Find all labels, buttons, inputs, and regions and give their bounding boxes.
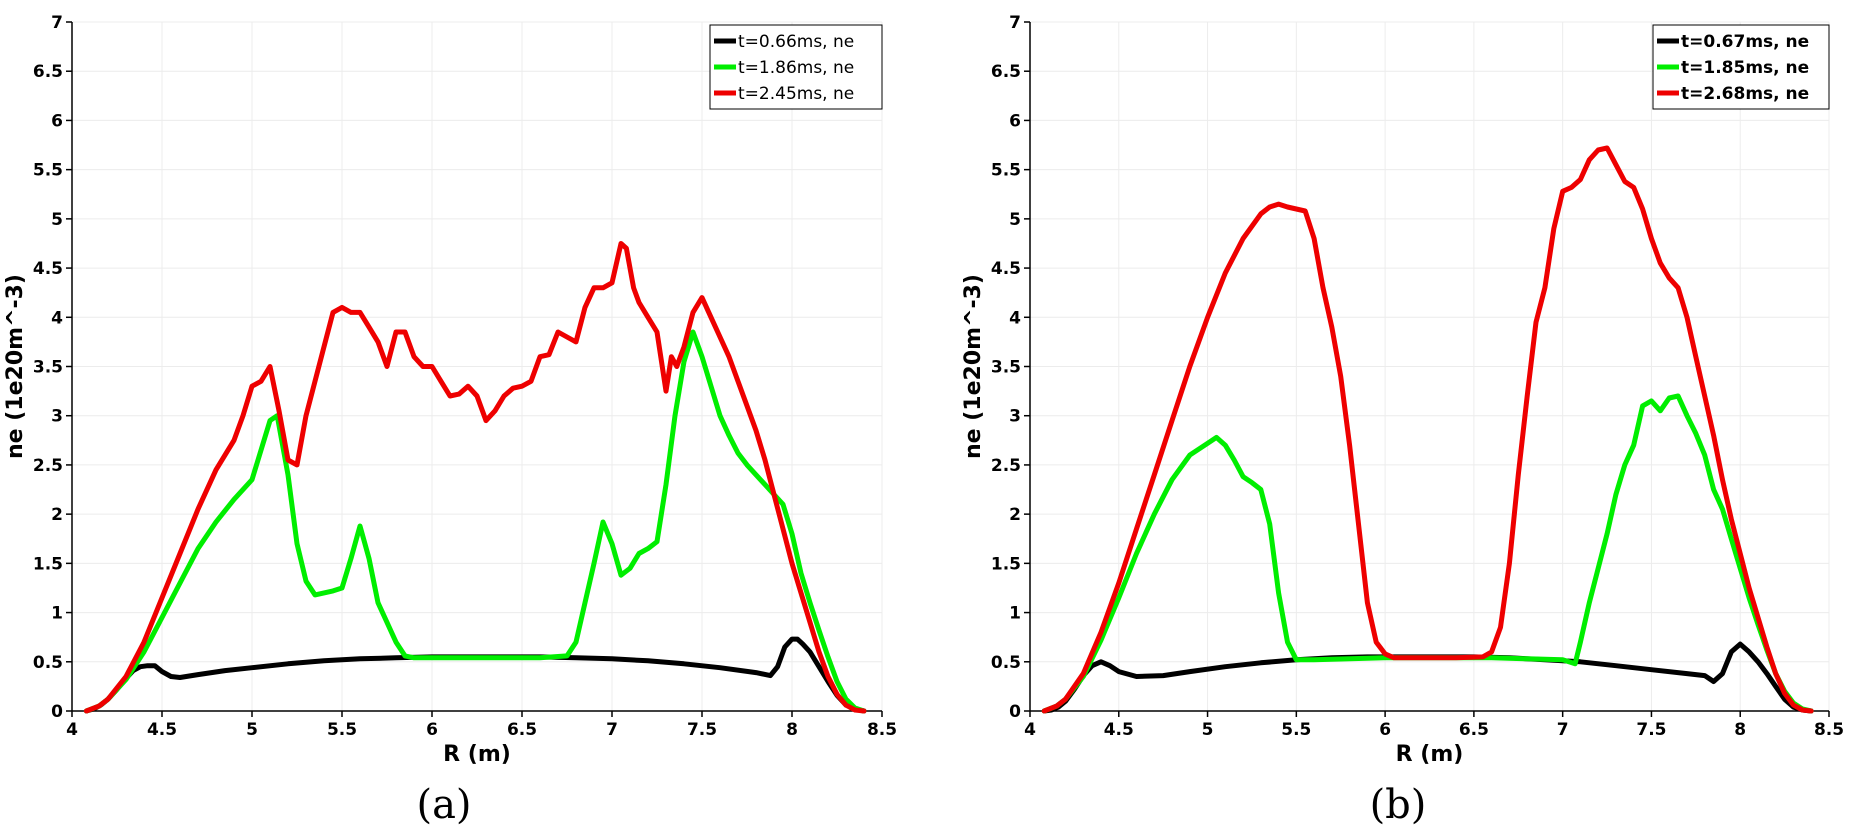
y-tick-label: 4.5: [991, 259, 1021, 279]
y-tick-label: 0: [1009, 702, 1021, 722]
legend-b: t=0.67ms, ne t=1.85ms, ne t=2.68ms, ne: [1652, 24, 1830, 110]
x-tick-labels-a: 4 4.5 5 5.5 6 6.5 7 7.5 8 8.5: [66, 711, 897, 740]
grid-lines-b: [1029, 21, 1830, 712]
grid-lines-a: [71, 21, 883, 712]
y-tick-label: 1.5: [33, 554, 63, 574]
y-tick-label: 2: [1009, 505, 1021, 525]
y-tick-label: 0.5: [33, 653, 63, 673]
y-tick-label: 4: [51, 308, 63, 328]
legend-entry-label: t=0.67ms, ne: [1681, 32, 1809, 52]
y-tick-label: 4.5: [33, 259, 63, 279]
y-tick-label: 1: [51, 604, 63, 624]
legend-entry-label: t=1.85ms, ne: [1681, 58, 1809, 78]
y-tick-label: 0.5: [991, 653, 1021, 673]
y-tick-label: 7: [51, 13, 63, 33]
x-tick-label: 4: [1024, 720, 1036, 740]
legend-box: [1652, 24, 1830, 110]
x-axis-label-b: R (m): [1396, 742, 1464, 767]
y-tick-label: 6.5: [33, 62, 63, 82]
y-tick-label: 0: [51, 702, 63, 722]
x-tick-label: 7: [606, 720, 618, 740]
legend-a: t=0.66ms, ne t=1.86ms, ne t=2.45ms, ne: [709, 24, 883, 110]
y-axis-label-a: ne (1e20m^-3): [3, 274, 28, 459]
y-tick-label: 6: [1009, 111, 1021, 131]
x-tick-label: 8.5: [867, 720, 897, 740]
y-tick-label: 2.5: [991, 456, 1021, 476]
series-line-b-1: [1041, 641, 1814, 714]
panel-caption-a: (a): [416, 782, 471, 828]
y-axis-label-b: ne (1e20m^-3): [961, 274, 986, 459]
y-tick-label: 3: [51, 407, 63, 427]
chart-panel-a: 4 4.5 5 5.5 6 6.5 7 7.5 8 8.5 0 0.5 1 1.5 2 2.5 3 3.5 4 4.…: [3, 13, 897, 828]
x-tick-label: 5: [246, 720, 258, 740]
x-tick-label: 8.5: [1814, 720, 1844, 740]
x-tick-label: 4.5: [147, 720, 177, 740]
x-tick-label: 8: [1734, 720, 1746, 740]
x-tick-label: 6.5: [507, 720, 537, 740]
x-tick-labels-b: 4 4.5 5 5.5 6 6.5 7 7.5 8 8.5: [1024, 711, 1844, 740]
series-line-b-3: [1041, 145, 1814, 714]
x-axis-label-a: R (m): [443, 742, 511, 767]
panel-caption-b: (b): [1370, 782, 1427, 828]
series-line-a-3: [83, 241, 867, 714]
x-tick-label: 5: [1202, 720, 1214, 740]
y-tick-label: 5.5: [33, 161, 63, 181]
legend-box: [709, 24, 883, 110]
x-tick-label: 7.5: [1636, 720, 1666, 740]
y-tick-label: 6.5: [991, 62, 1021, 82]
y-tick-label: 5.5: [991, 161, 1021, 181]
y-tick-label: 4: [1009, 308, 1021, 328]
series-group-b: [1041, 145, 1814, 714]
x-tick-label: 5.5: [1281, 720, 1311, 740]
series-line-a-2: [83, 329, 867, 714]
y-tick-label: 3: [1009, 407, 1021, 427]
y-tick-label: 1: [1009, 604, 1021, 624]
legend-entry-label: t=2.45ms, ne: [738, 84, 854, 104]
y-tick-labels-b: 0 0.5 1 1.5 2 2.5 3 3.5 4 4.5 5 5.5 6 6.5 7: [991, 13, 1030, 722]
y-tick-label: 5: [51, 210, 63, 230]
y-tick-labels-a: 0 0.5 1 1.5 2 2.5 3 3.5 4 4.5 5 5.5 6 6.5 7: [33, 13, 72, 722]
series-line-b-2: [1041, 393, 1814, 714]
y-tick-label: 3.5: [33, 358, 63, 378]
x-tick-label: 6.5: [1459, 720, 1489, 740]
x-tick-label: 5.5: [327, 720, 357, 740]
legend-entry-label: t=1.86ms, ne: [738, 58, 854, 78]
y-tick-label: 6: [51, 111, 63, 131]
x-tick-label: 6: [426, 720, 438, 740]
series-line-a-1: [83, 636, 867, 714]
y-tick-label: 5: [1009, 210, 1021, 230]
y-tick-label: 2.5: [33, 456, 63, 476]
legend-entry-label: t=2.68ms, ne: [1681, 84, 1809, 104]
x-tick-label: 7: [1557, 720, 1569, 740]
x-tick-label: 4.5: [1104, 720, 1134, 740]
chart-panel-b: 4 4.5 5 5.5 6 6.5 7 7.5 8 8.5 0 0.5 1 1.5 2 2.5 3 3.5 4 4.…: [961, 13, 1844, 828]
x-tick-label: 7.5: [687, 720, 717, 740]
legend-entry-label: t=0.66ms, ne: [738, 32, 854, 52]
y-tick-label: 2: [51, 505, 63, 525]
y-tick-label: 7: [1009, 13, 1021, 33]
series-group-a: [83, 241, 867, 714]
y-tick-label: 1.5: [991, 554, 1021, 574]
x-tick-label: 4: [66, 720, 78, 740]
x-tick-label: 8: [786, 720, 798, 740]
y-tick-label: 3.5: [991, 358, 1021, 378]
x-tick-label: 6: [1379, 720, 1391, 740]
